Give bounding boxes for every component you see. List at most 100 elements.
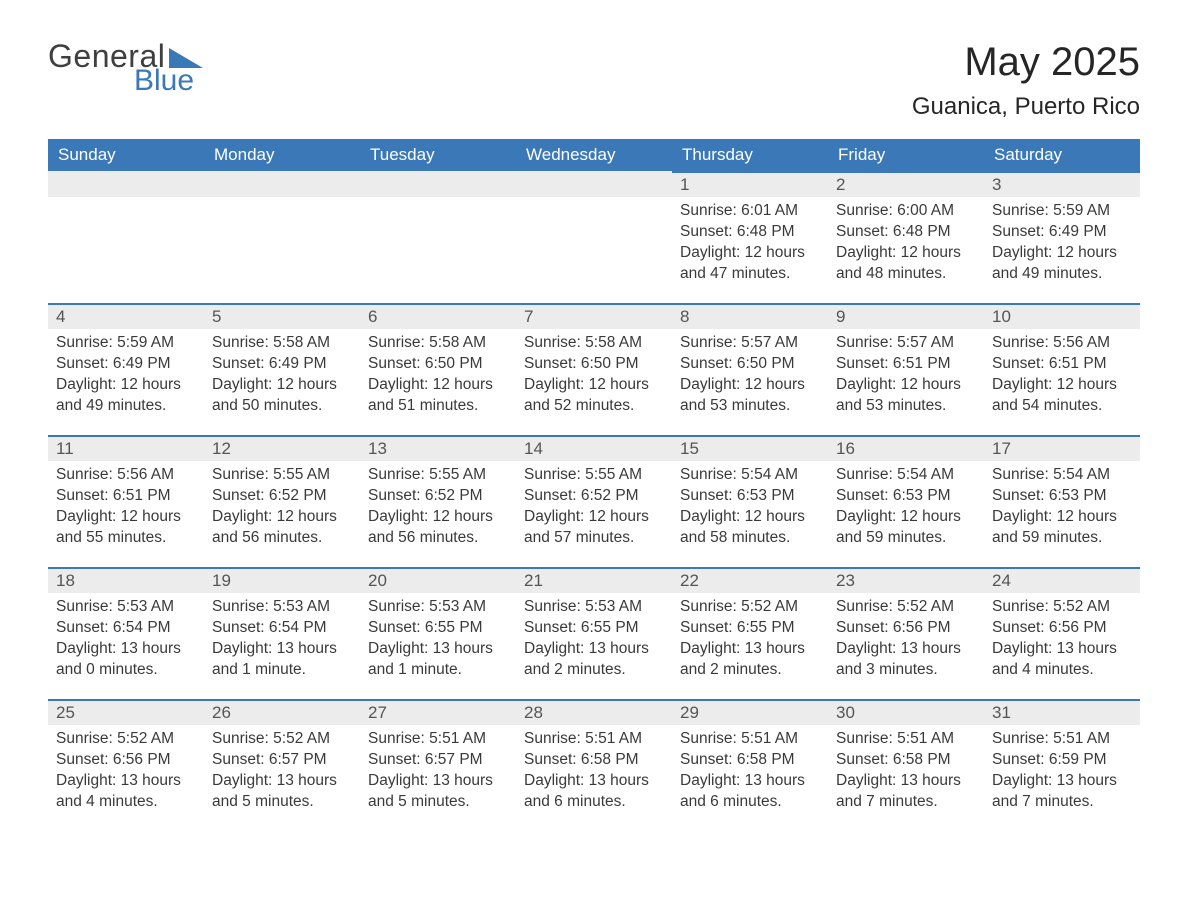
day-number: 18 bbox=[48, 569, 204, 593]
daylight-text: Daylight: 12 hours and 49 minutes. bbox=[992, 243, 1132, 285]
day-body: Sunrise: 6:01 AMSunset: 6:48 PMDaylight:… bbox=[672, 197, 828, 295]
day-wrap: 31Sunrise: 5:51 AMSunset: 6:59 PMDayligh… bbox=[984, 699, 1140, 823]
day-wrap: 19Sunrise: 5:53 AMSunset: 6:54 PMDayligh… bbox=[204, 567, 360, 691]
day-wrap: 17Sunrise: 5:54 AMSunset: 6:53 PMDayligh… bbox=[984, 435, 1140, 559]
calendar-cell: 9Sunrise: 5:57 AMSunset: 6:51 PMDaylight… bbox=[828, 303, 984, 435]
daylight-text: Daylight: 12 hours and 57 minutes. bbox=[524, 507, 664, 549]
day-number: 1 bbox=[672, 173, 828, 197]
sunset-text: Sunset: 6:53 PM bbox=[992, 486, 1132, 507]
calendar-cell: 28Sunrise: 5:51 AMSunset: 6:58 PMDayligh… bbox=[516, 699, 672, 831]
sunset-text: Sunset: 6:48 PM bbox=[836, 222, 976, 243]
calendar-cell bbox=[516, 171, 672, 303]
sunrise-text: Sunrise: 5:58 AM bbox=[368, 333, 508, 354]
day-number: 22 bbox=[672, 569, 828, 593]
empty-day bbox=[516, 171, 672, 197]
day-number: 11 bbox=[48, 437, 204, 461]
daylight-text: Daylight: 13 hours and 2 minutes. bbox=[524, 639, 664, 681]
day-body: Sunrise: 5:52 AMSunset: 6:56 PMDaylight:… bbox=[984, 593, 1140, 691]
sunset-text: Sunset: 6:50 PM bbox=[680, 354, 820, 375]
day-number: 29 bbox=[672, 701, 828, 725]
day-number: 27 bbox=[360, 701, 516, 725]
sunset-text: Sunset: 6:52 PM bbox=[368, 486, 508, 507]
daylight-text: Daylight: 12 hours and 47 minutes. bbox=[680, 243, 820, 285]
day-number: 3 bbox=[984, 173, 1140, 197]
day-body: Sunrise: 5:55 AMSunset: 6:52 PMDaylight:… bbox=[204, 461, 360, 559]
day-number: 21 bbox=[516, 569, 672, 593]
daylight-text: Daylight: 12 hours and 48 minutes. bbox=[836, 243, 976, 285]
sunrise-text: Sunrise: 5:54 AM bbox=[680, 465, 820, 486]
calendar-cell: 4Sunrise: 5:59 AMSunset: 6:49 PMDaylight… bbox=[48, 303, 204, 435]
day-wrap: 18Sunrise: 5:53 AMSunset: 6:54 PMDayligh… bbox=[48, 567, 204, 691]
daylight-text: Daylight: 13 hours and 7 minutes. bbox=[836, 771, 976, 813]
calendar-row: 11Sunrise: 5:56 AMSunset: 6:51 PMDayligh… bbox=[48, 435, 1140, 567]
day-number: 14 bbox=[516, 437, 672, 461]
daylight-text: Daylight: 12 hours and 59 minutes. bbox=[836, 507, 976, 549]
day-body: Sunrise: 5:54 AMSunset: 6:53 PMDaylight:… bbox=[672, 461, 828, 559]
calendar-cell: 7Sunrise: 5:58 AMSunset: 6:50 PMDaylight… bbox=[516, 303, 672, 435]
day-number: 31 bbox=[984, 701, 1140, 725]
sunrise-text: Sunrise: 5:55 AM bbox=[368, 465, 508, 486]
day-number: 30 bbox=[828, 701, 984, 725]
calendar-cell bbox=[360, 171, 516, 303]
day-wrap: 30Sunrise: 5:51 AMSunset: 6:58 PMDayligh… bbox=[828, 699, 984, 823]
day-body: Sunrise: 5:58 AMSunset: 6:50 PMDaylight:… bbox=[360, 329, 516, 427]
calendar-cell: 18Sunrise: 5:53 AMSunset: 6:54 PMDayligh… bbox=[48, 567, 204, 699]
weekday-header: Thursday bbox=[672, 139, 828, 171]
day-number: 4 bbox=[48, 305, 204, 329]
daylight-text: Daylight: 12 hours and 49 minutes. bbox=[56, 375, 196, 417]
day-wrap: 5Sunrise: 5:58 AMSunset: 6:49 PMDaylight… bbox=[204, 303, 360, 427]
day-body: Sunrise: 5:51 AMSunset: 6:58 PMDaylight:… bbox=[672, 725, 828, 823]
daylight-text: Daylight: 13 hours and 2 minutes. bbox=[680, 639, 820, 681]
day-wrap: 27Sunrise: 5:51 AMSunset: 6:57 PMDayligh… bbox=[360, 699, 516, 823]
sunset-text: Sunset: 6:52 PM bbox=[524, 486, 664, 507]
day-number: 28 bbox=[516, 701, 672, 725]
calendar-cell: 1Sunrise: 6:01 AMSunset: 6:48 PMDaylight… bbox=[672, 171, 828, 303]
sunset-text: Sunset: 6:56 PM bbox=[836, 618, 976, 639]
day-number: 10 bbox=[984, 305, 1140, 329]
day-wrap: 22Sunrise: 5:52 AMSunset: 6:55 PMDayligh… bbox=[672, 567, 828, 691]
day-wrap: 15Sunrise: 5:54 AMSunset: 6:53 PMDayligh… bbox=[672, 435, 828, 559]
calendar-cell: 16Sunrise: 5:54 AMSunset: 6:53 PMDayligh… bbox=[828, 435, 984, 567]
sunrise-text: Sunrise: 5:56 AM bbox=[56, 465, 196, 486]
day-body: Sunrise: 5:51 AMSunset: 6:58 PMDaylight:… bbox=[828, 725, 984, 823]
day-wrap: 26Sunrise: 5:52 AMSunset: 6:57 PMDayligh… bbox=[204, 699, 360, 823]
calendar-cell: 30Sunrise: 5:51 AMSunset: 6:58 PMDayligh… bbox=[828, 699, 984, 831]
calendar-cell bbox=[48, 171, 204, 303]
sunrise-text: Sunrise: 5:52 AM bbox=[212, 729, 352, 750]
day-body: Sunrise: 5:59 AMSunset: 6:49 PMDaylight:… bbox=[48, 329, 204, 427]
day-number: 17 bbox=[984, 437, 1140, 461]
day-body: Sunrise: 5:53 AMSunset: 6:55 PMDaylight:… bbox=[360, 593, 516, 691]
sunset-text: Sunset: 6:58 PM bbox=[836, 750, 976, 771]
calendar-cell: 24Sunrise: 5:52 AMSunset: 6:56 PMDayligh… bbox=[984, 567, 1140, 699]
daylight-text: Daylight: 13 hours and 5 minutes. bbox=[368, 771, 508, 813]
daylight-text: Daylight: 12 hours and 56 minutes. bbox=[368, 507, 508, 549]
sunset-text: Sunset: 6:54 PM bbox=[56, 618, 196, 639]
day-wrap: 29Sunrise: 5:51 AMSunset: 6:58 PMDayligh… bbox=[672, 699, 828, 823]
calendar-table: Sunday Monday Tuesday Wednesday Thursday… bbox=[48, 139, 1140, 831]
day-number: 26 bbox=[204, 701, 360, 725]
day-wrap: 24Sunrise: 5:52 AMSunset: 6:56 PMDayligh… bbox=[984, 567, 1140, 691]
day-body: Sunrise: 5:57 AMSunset: 6:50 PMDaylight:… bbox=[672, 329, 828, 427]
day-wrap: 1Sunrise: 6:01 AMSunset: 6:48 PMDaylight… bbox=[672, 171, 828, 295]
calendar-cell: 25Sunrise: 5:52 AMSunset: 6:56 PMDayligh… bbox=[48, 699, 204, 831]
sunrise-text: Sunrise: 5:54 AM bbox=[992, 465, 1132, 486]
day-wrap: 8Sunrise: 5:57 AMSunset: 6:50 PMDaylight… bbox=[672, 303, 828, 427]
day-body: Sunrise: 6:00 AMSunset: 6:48 PMDaylight:… bbox=[828, 197, 984, 295]
day-body: Sunrise: 5:52 AMSunset: 6:56 PMDaylight:… bbox=[48, 725, 204, 823]
day-body: Sunrise: 5:55 AMSunset: 6:52 PMDaylight:… bbox=[360, 461, 516, 559]
day-wrap: 6Sunrise: 5:58 AMSunset: 6:50 PMDaylight… bbox=[360, 303, 516, 427]
day-number: 20 bbox=[360, 569, 516, 593]
sunset-text: Sunset: 6:57 PM bbox=[212, 750, 352, 771]
sunrise-text: Sunrise: 5:53 AM bbox=[212, 597, 352, 618]
weekday-header: Wednesday bbox=[516, 139, 672, 171]
calendar-cell: 29Sunrise: 5:51 AMSunset: 6:58 PMDayligh… bbox=[672, 699, 828, 831]
day-number: 8 bbox=[672, 305, 828, 329]
sunrise-text: Sunrise: 5:52 AM bbox=[992, 597, 1132, 618]
sunrise-text: Sunrise: 5:54 AM bbox=[836, 465, 976, 486]
day-number: 2 bbox=[828, 173, 984, 197]
empty-day bbox=[360, 171, 516, 197]
day-body: Sunrise: 5:55 AMSunset: 6:52 PMDaylight:… bbox=[516, 461, 672, 559]
day-number: 12 bbox=[204, 437, 360, 461]
daylight-text: Daylight: 12 hours and 50 minutes. bbox=[212, 375, 352, 417]
day-body: Sunrise: 5:52 AMSunset: 6:55 PMDaylight:… bbox=[672, 593, 828, 691]
